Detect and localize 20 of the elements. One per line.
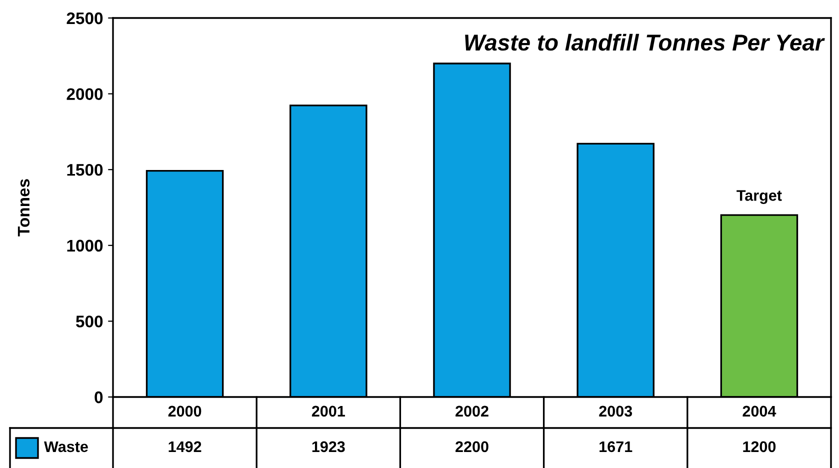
x-tick-label: 2003 xyxy=(599,406,632,417)
y-tick-label: 1500 xyxy=(67,164,103,176)
data-label: 1923 xyxy=(312,441,345,452)
x-tick-label: 2001 xyxy=(312,406,345,417)
legend-label: Waste xyxy=(44,441,88,452)
y-tick-label: 2000 xyxy=(66,88,103,100)
y-tick-label: 2500 xyxy=(66,12,103,24)
y-tick-label: 1000 xyxy=(67,240,103,252)
data-label: 2200 xyxy=(456,441,488,452)
x-tick-label: 2004 xyxy=(742,406,776,417)
x-tick-label: 2000 xyxy=(168,406,202,417)
data-label: 1492 xyxy=(168,441,202,452)
data-label: 1200 xyxy=(743,441,776,452)
annotation: Target xyxy=(736,190,782,204)
text: Waste to landfill Tonnes Per Year xyxy=(465,34,825,51)
y-axis-title: Tonnes xyxy=(18,179,30,236)
x-tick-label: 2002 xyxy=(456,406,488,417)
data-label: 1671 xyxy=(600,441,632,452)
y-tick-label: 0 xyxy=(94,391,103,404)
y-tick-label: 500 xyxy=(76,316,103,328)
